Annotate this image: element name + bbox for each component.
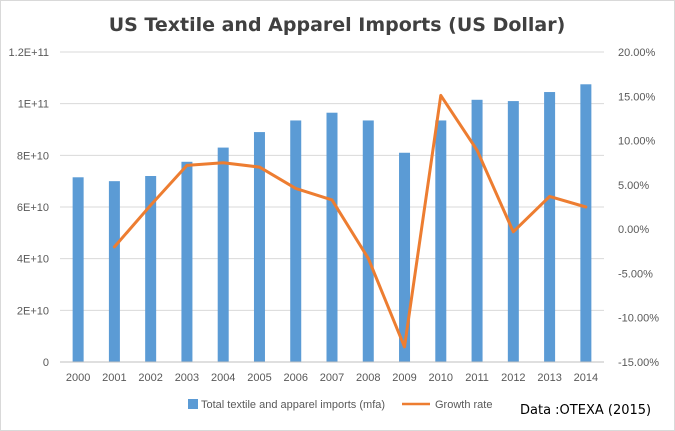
y-axis-right: -15.00% -10.00% -5.00% 0.00% 5.00% 10.00% 15.0… [618, 47, 659, 369]
y-left-tick-label: 8E+10 [17, 150, 49, 162]
line-series [112, 93, 588, 349]
y-right-tick-label: -15.00% [618, 357, 659, 369]
bar [145, 176, 157, 362]
bar [181, 161, 193, 362]
bar [108, 181, 120, 362]
bar [362, 120, 374, 362]
bar [217, 147, 229, 362]
y-right-tick-label: -5.00% [618, 268, 653, 280]
y-left-tick-label: 1.2E+11 [9, 47, 49, 59]
bar [399, 152, 411, 362]
bar [326, 112, 338, 362]
x-tick-label: 2011 [465, 372, 489, 384]
x-tick-label: 2009 [392, 372, 416, 384]
x-tick-label: 2005 [247, 372, 271, 384]
x-tick-label: 2002 [138, 372, 162, 384]
bar [72, 177, 84, 362]
y-left-tick-label: 6E+10 [17, 202, 49, 214]
x-tick-label: 2014 [574, 372, 598, 384]
bar [435, 120, 447, 362]
x-axis: 2000 2001 2002 2003 2004 2005 2006 2007 2008 2009… [60, 361, 604, 384]
growth-rate-line [112, 93, 588, 349]
y-left-tick-label: 0 [43, 357, 49, 369]
x-tick-label: 2003 [175, 372, 199, 384]
legend-swatch-bars [188, 399, 198, 409]
x-tick-label: 2001 [102, 372, 126, 384]
y-right-tick-label: 10.00% [618, 136, 656, 148]
legend-label-bars: Total textile and apparel imports (mfa) [201, 399, 385, 411]
y-right-tick-label: 15.00% [618, 91, 656, 103]
bar [580, 84, 592, 363]
x-tick-label: 2013 [537, 372, 561, 384]
x-tick-label: 2007 [320, 372, 344, 384]
y-right-tick-label: -10.00% [618, 313, 659, 325]
x-tick-label: 2006 [283, 372, 307, 384]
x-tick-label: 2004 [211, 372, 235, 384]
x-tick-label: 2012 [501, 372, 525, 384]
legend-label-line: Growth rate [435, 399, 492, 411]
y-left-tick-label: 1E+11 [18, 99, 49, 111]
y-right-tick-label: 20.00% [618, 47, 656, 59]
y-axis-left: 0 2E+10 4E+10 6E+10 8E+10 1E+11 1.2E+11 [9, 47, 49, 369]
y-right-tick-label: 0.00% [618, 224, 649, 236]
x-tick-label: 2010 [429, 372, 453, 384]
y-right-tick-label: 5.00% [618, 180, 649, 192]
x-tick-label: 2008 [356, 372, 380, 384]
source-note: Data :OTEXA (2015) [520, 403, 651, 418]
x-tick-label: 2000 [66, 372, 90, 384]
bar [253, 132, 265, 362]
y-left-tick-label: 2E+10 [17, 305, 49, 317]
chart-title: US Textile and Apparel Imports (US Dolla… [109, 14, 566, 36]
bar [471, 99, 483, 363]
bar [290, 120, 302, 362]
legend: Total textile and apparel imports (mfa) … [188, 399, 492, 411]
bar [544, 92, 556, 363]
y-left-tick-label: 4E+10 [17, 254, 49, 266]
